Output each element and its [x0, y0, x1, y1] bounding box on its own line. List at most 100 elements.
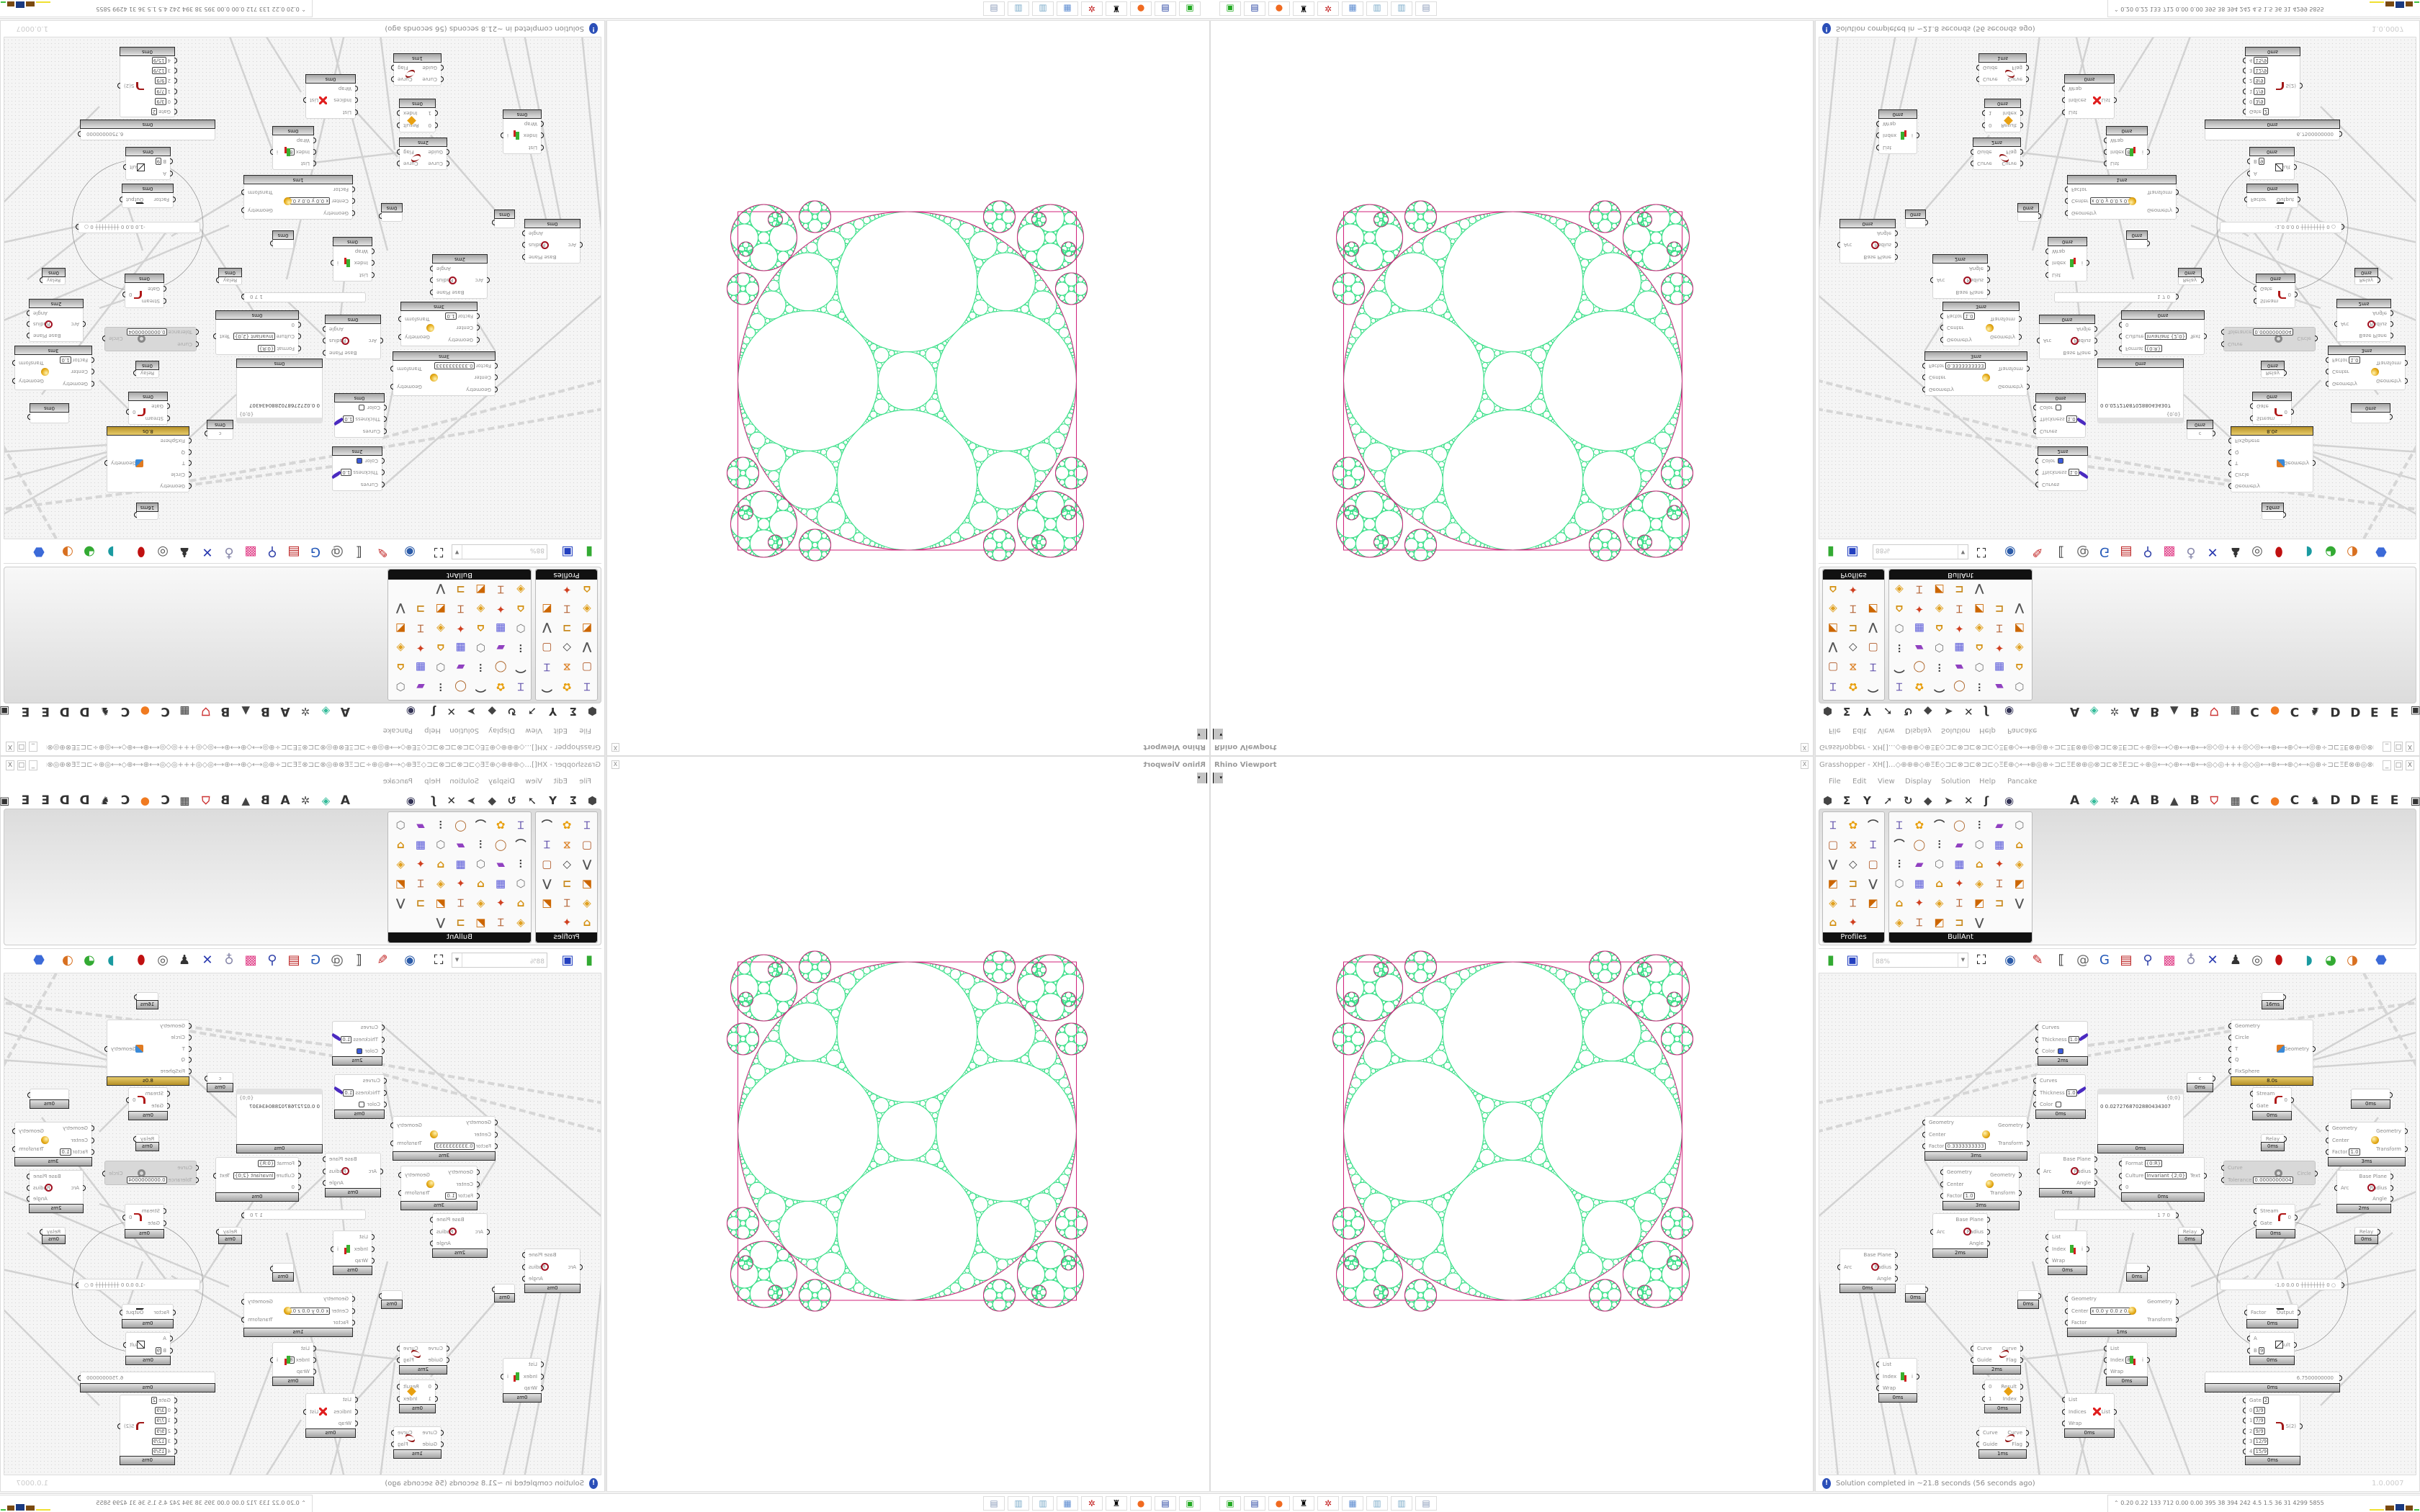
palette-component-icon[interactable]: ✿: [562, 819, 572, 832]
param-node[interactable]: 16ms: [134, 992, 158, 1009]
input-value[interactable]: x 0.0 y 0.0 z 0.0: [2089, 197, 2134, 205]
param-node[interactable]: 0ms: [492, 210, 515, 228]
palette-component-icon[interactable]: ⌂: [516, 896, 525, 909]
input-port[interactable]: [2065, 186, 2068, 193]
input-value[interactable]: 7/9: [2254, 87, 2265, 95]
hexagon-icon[interactable]: ⬢: [587, 705, 597, 718]
output-port[interactable]: [12, 1128, 15, 1135]
palette-component-icon[interactable]: ▦: [1914, 877, 1924, 890]
grid-icon[interactable]: ▦: [179, 794, 190, 807]
save-64-icon[interactable]: ▤: [1155, 1, 1176, 16]
bracket-icon[interactable]: ⟦: [355, 953, 362, 968]
input-port[interactable]: [2045, 1246, 2048, 1252]
input-value[interactable]: 1.0: [60, 356, 71, 364]
teal-shape-icon[interactable]: ◗: [107, 953, 115, 968]
flip-curve-node[interactable]: 1ms Curve Guide Curve Flag: [1976, 1426, 2029, 1459]
input-value[interactable]: 9: [2258, 1346, 2265, 1354]
palette-component-icon[interactable]: ◩: [542, 603, 552, 616]
color-swatch[interactable]: [2058, 458, 2064, 464]
output-port[interactable]: [241, 294, 244, 300]
leaf-icon[interactable]: ◈: [2089, 705, 2099, 718]
tab-b[interactable]: B: [220, 704, 230, 719]
output-port[interactable]: [397, 161, 400, 166]
blue-shape-icon[interactable]: ⬣: [33, 953, 45, 968]
slider-node[interactable]: 0ms 6.7500000000: [2205, 120, 2342, 140]
input-port[interactable]: [1940, 313, 1943, 320]
palette-component-icon[interactable]: ⌶: [1850, 603, 1857, 616]
viewport-close-button[interactable]: X: [1801, 760, 1809, 769]
palette-component-icon[interactable]: ◩: [395, 622, 406, 635]
output-port[interactable]: [391, 1441, 394, 1447]
input-value[interactable]: 12/9: [151, 1437, 166, 1445]
input-value[interactable]: 3/9: [155, 1407, 166, 1415]
input-port[interactable]: [2045, 1257, 2048, 1264]
input-port[interactable]: [2037, 1168, 2040, 1174]
bird-icon[interactable]: ♞: [2310, 794, 2321, 807]
apollonian-node[interactable]: 8.0s Geometry Circle T Q FixSphere Geometry: [104, 1020, 192, 1086]
palette-component-icon[interactable]: ✦: [496, 603, 506, 616]
output-port[interactable]: [133, 1135, 136, 1142]
palette-component-icon[interactable]: ◩: [475, 916, 486, 929]
arc-node[interactable]: 2ms Arc Base Plane Radius Angle: [1930, 254, 1990, 299]
palette-component-icon[interactable]: ⊐: [416, 896, 426, 909]
arrowhead-icon[interactable]: ➤: [1944, 705, 1953, 718]
cull-index-node[interactable]: 0ms List Indices Wrap List: [2062, 1393, 2117, 1438]
bracket-icon[interactable]: ⟦: [2058, 953, 2065, 968]
palette-component-icon[interactable]: ⌶: [497, 916, 504, 929]
palette-component-icon[interactable]: ⌶: [457, 603, 465, 616]
ring-icon[interactable]: ◎: [157, 544, 169, 559]
menu-solution[interactable]: Solution: [1941, 778, 1971, 786]
slider-node[interactable]: -1.0 0.0 0 ┼┼┼┼┼┼┼┼ 0 ○: [76, 222, 200, 233]
palette-component-icon[interactable]: ⌂: [396, 661, 405, 674]
output-port[interactable]: [216, 1228, 219, 1235]
palette-component-icon[interactable]: ⌒: [541, 819, 552, 832]
tab-a[interactable]: A: [280, 793, 290, 808]
tab-d[interactable]: D: [2330, 704, 2341, 719]
input-value[interactable]: 1.0: [2349, 356, 2360, 364]
param-node[interactable]: 0ms c: [205, 420, 233, 440]
output-port[interactable]: [430, 266, 433, 272]
output-port[interactable]: [522, 1264, 525, 1270]
open-file-icon[interactable]: ▮: [586, 544, 593, 559]
param-node[interactable]: 0ms: [2351, 1089, 2393, 1109]
menu-view[interactable]: View: [1878, 726, 1895, 734]
zoom-extents-icon[interactable]: ⛶: [434, 544, 444, 559]
output-port[interactable]: [303, 1408, 306, 1415]
tab-a[interactable]: A: [2130, 793, 2140, 808]
palette-component-icon[interactable]: ⌒: [1934, 819, 1945, 832]
input-port[interactable]: [1976, 1430, 1979, 1436]
palette-component-icon[interactable]: ⌶: [543, 838, 550, 851]
input-value[interactable]: 15/9: [2254, 57, 2269, 65]
bird-icon[interactable]: ♞: [99, 705, 110, 718]
input-port[interactable]: [1940, 1169, 1943, 1176]
palette-component-icon[interactable]: ⌶: [1870, 661, 1877, 674]
palette-component-icon[interactable]: ◇: [1849, 642, 1857, 654]
arrowhead-icon[interactable]: ➤: [467, 794, 476, 807]
tab-e[interactable]: E: [2370, 704, 2379, 719]
palette-component-icon[interactable]: ▦: [1994, 661, 2005, 674]
palette-component-icon[interactable]: ◩: [1868, 896, 1878, 909]
menu-edit[interactable]: Edit: [1852, 778, 1867, 786]
profiles-panel-label[interactable]: Profiles: [1823, 932, 1884, 942]
brush-icon[interactable]: ✎: [2032, 544, 2043, 559]
input-port[interactable]: [2104, 161, 2107, 166]
output-port[interactable]: [2300, 1423, 2303, 1429]
param-node[interactable]: 0ms: [270, 1263, 294, 1282]
orange-dot-icon[interactable]: ●: [140, 705, 150, 718]
palette-component-icon[interactable]: ◈: [1895, 583, 1904, 596]
palette-component-icon[interactable]: ⧖: [1849, 661, 1857, 674]
input-port[interactable]: [2334, 1184, 2337, 1191]
palette-component-icon[interactable]: ◈: [583, 603, 591, 616]
rhino-viewport-panel[interactable]: Rhino Viewport X ▾: [1210, 20, 1814, 756]
input-value[interactable]: 0.3333333333: [434, 1142, 475, 1150]
palette-component-icon[interactable]: ⌶: [517, 819, 524, 832]
output-port[interactable]: [323, 1168, 326, 1174]
stats-expand-icon[interactable]: ⌃: [2114, 6, 2121, 12]
tab-d[interactable]: D: [2350, 793, 2361, 808]
bulb-dark-icon[interactable]: ♟: [2229, 953, 2242, 968]
